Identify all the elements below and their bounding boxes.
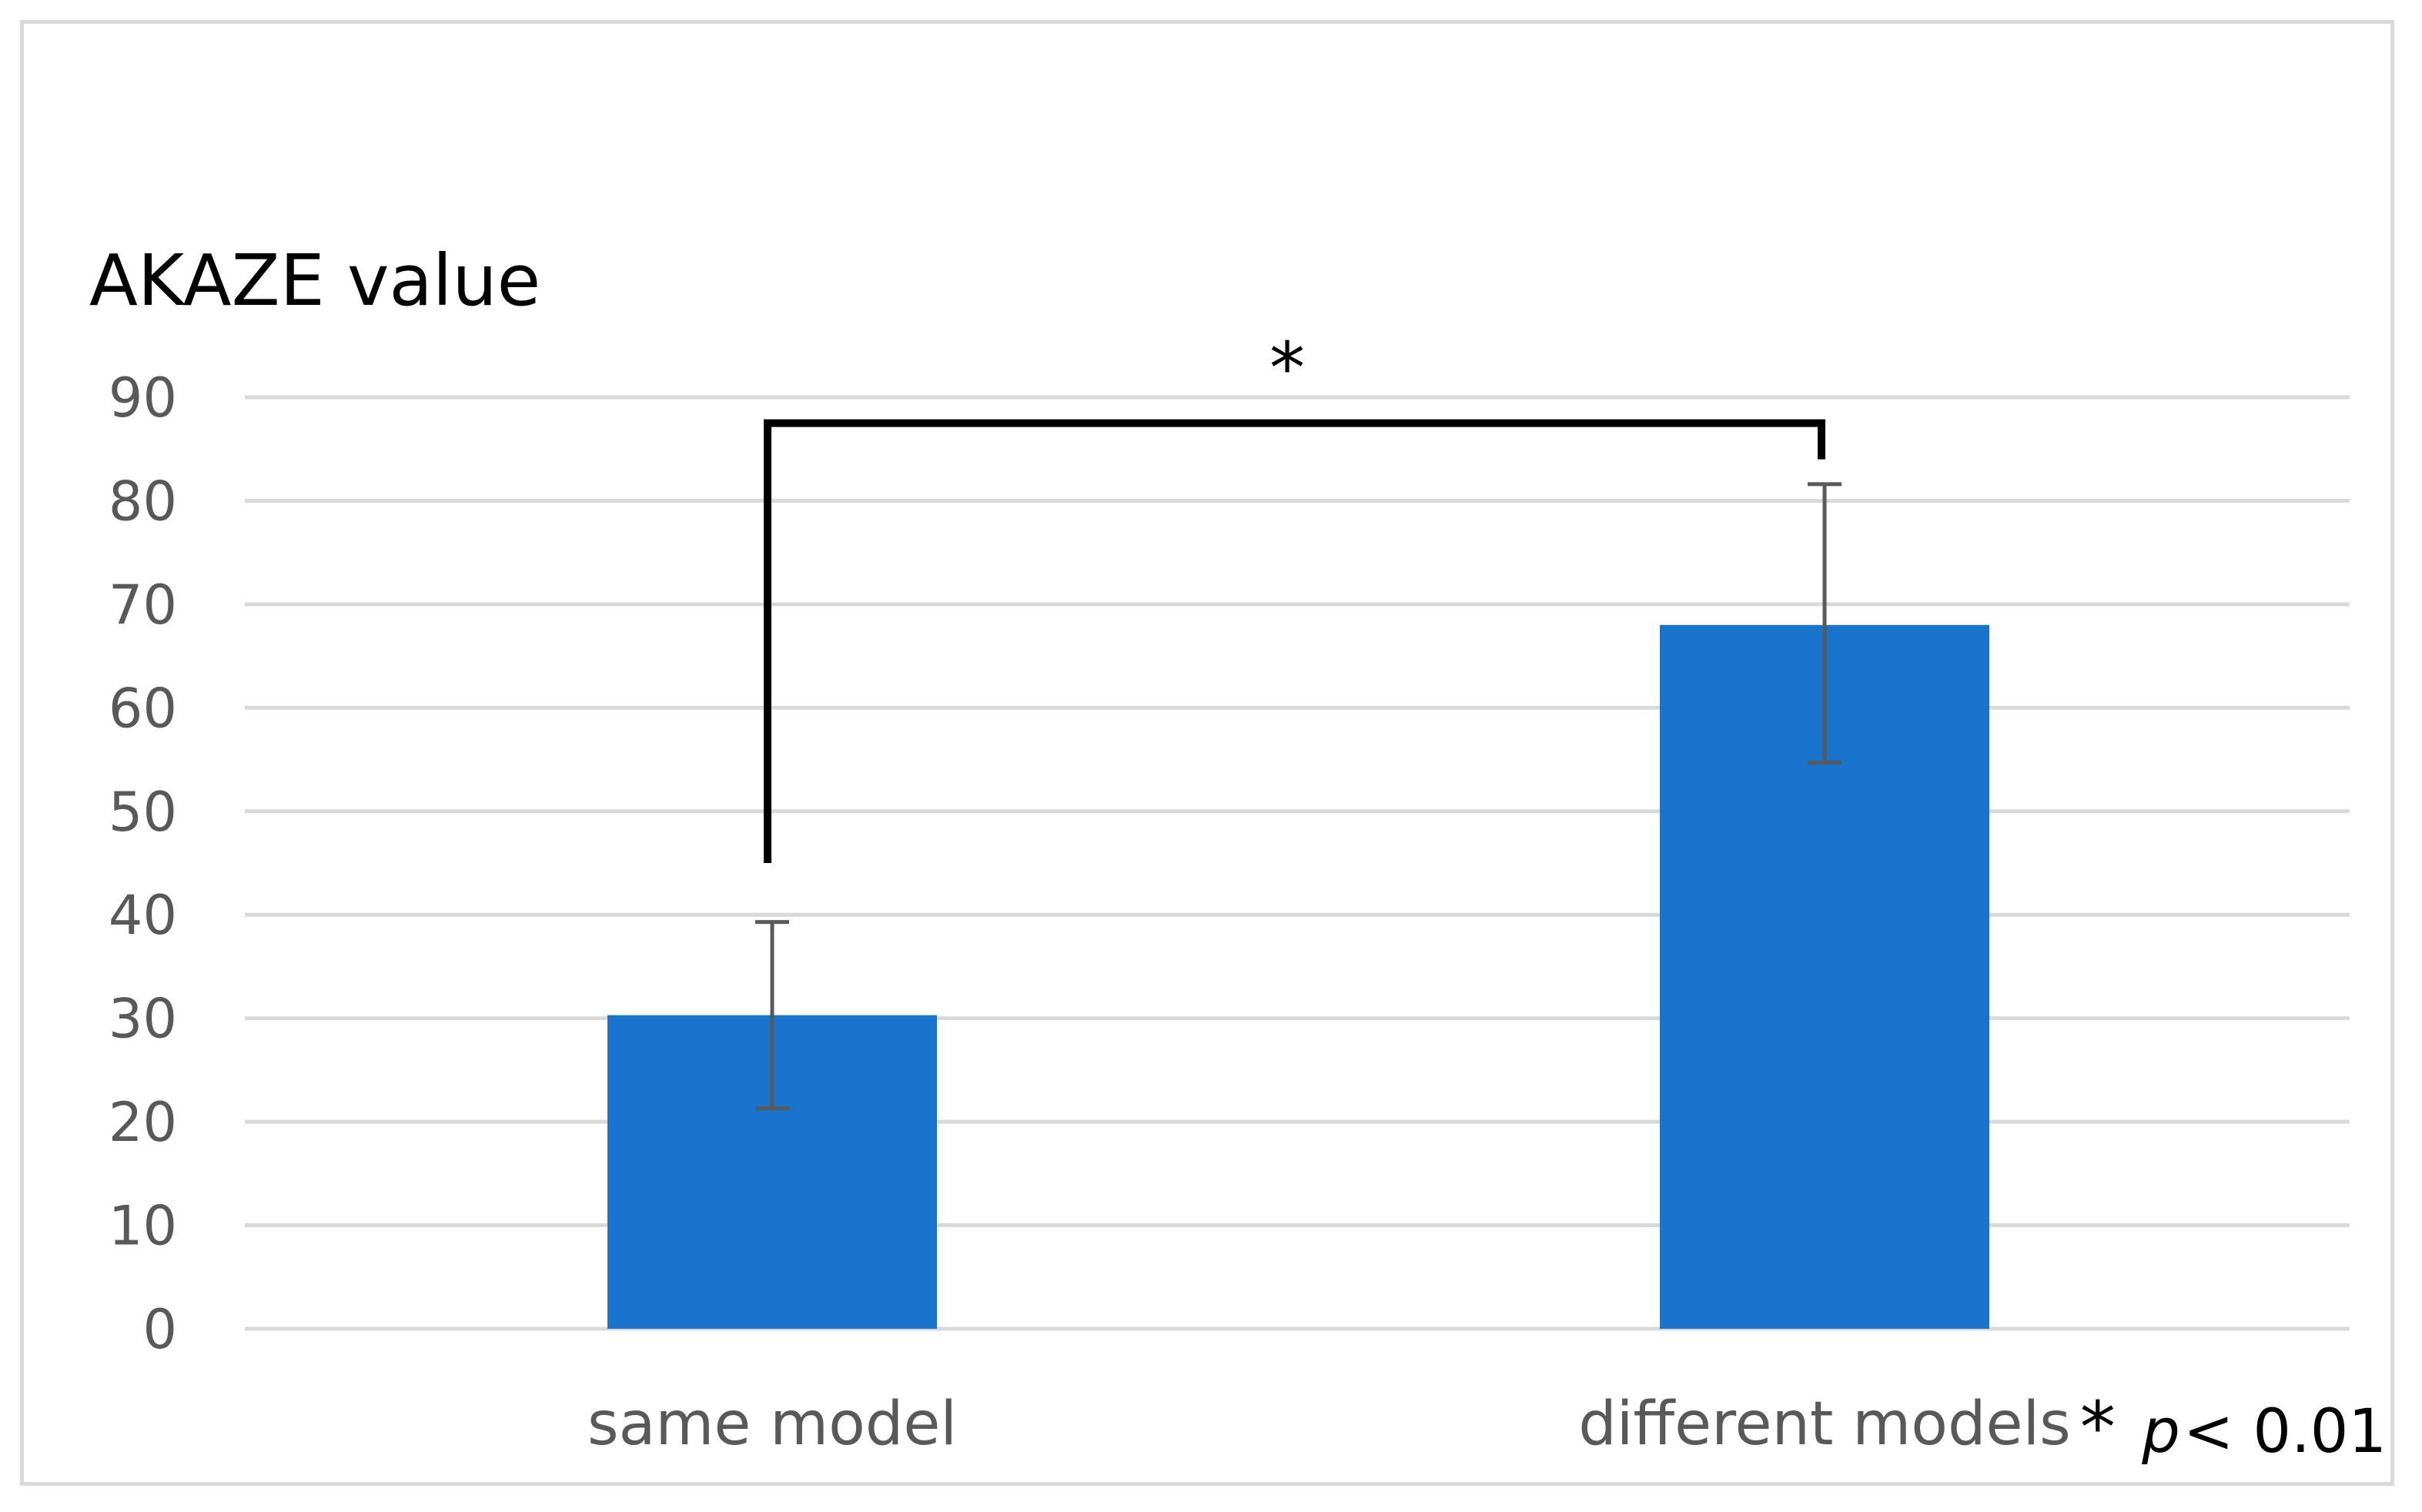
y-tick-label: 80 <box>109 470 177 533</box>
p-note-star: * <box>2080 1387 2116 1469</box>
grid-lines <box>245 395 2350 1331</box>
y-tick-label: 90 <box>109 366 177 430</box>
significance-bracket <box>764 419 1825 863</box>
chart-frame <box>20 20 2394 1486</box>
p-value-note: * p < 0.01 <box>2080 1387 2387 1469</box>
y-axis-title: AKAZE value <box>89 239 540 322</box>
y-tick-label: 20 <box>109 1091 177 1154</box>
y-tick-label: 0 <box>142 1298 177 1361</box>
bars <box>607 624 1989 1329</box>
x-axis-categories: same model different models <box>587 1390 2071 1459</box>
significance-bracket-group <box>764 419 1825 863</box>
x-category-label: different models <box>1578 1390 2071 1459</box>
y-tick-label: 10 <box>109 1195 177 1258</box>
y-tick-label: 60 <box>109 677 177 740</box>
y-tick-label: 30 <box>109 988 177 1051</box>
y-tick-label: 40 <box>109 884 177 947</box>
x-category-label: same model <box>587 1390 957 1459</box>
p-note-symbol: p <box>2141 1397 2180 1467</box>
y-axis-ticks: 0 10 20 30 40 50 60 70 80 90 <box>109 366 177 1361</box>
y-tick-label: 70 <box>109 574 177 637</box>
significance-star: * <box>1270 327 1305 410</box>
p-note-threshold: < 0.01 <box>2183 1397 2387 1467</box>
y-tick-label: 50 <box>109 781 177 844</box>
error-bars <box>755 482 1842 1111</box>
